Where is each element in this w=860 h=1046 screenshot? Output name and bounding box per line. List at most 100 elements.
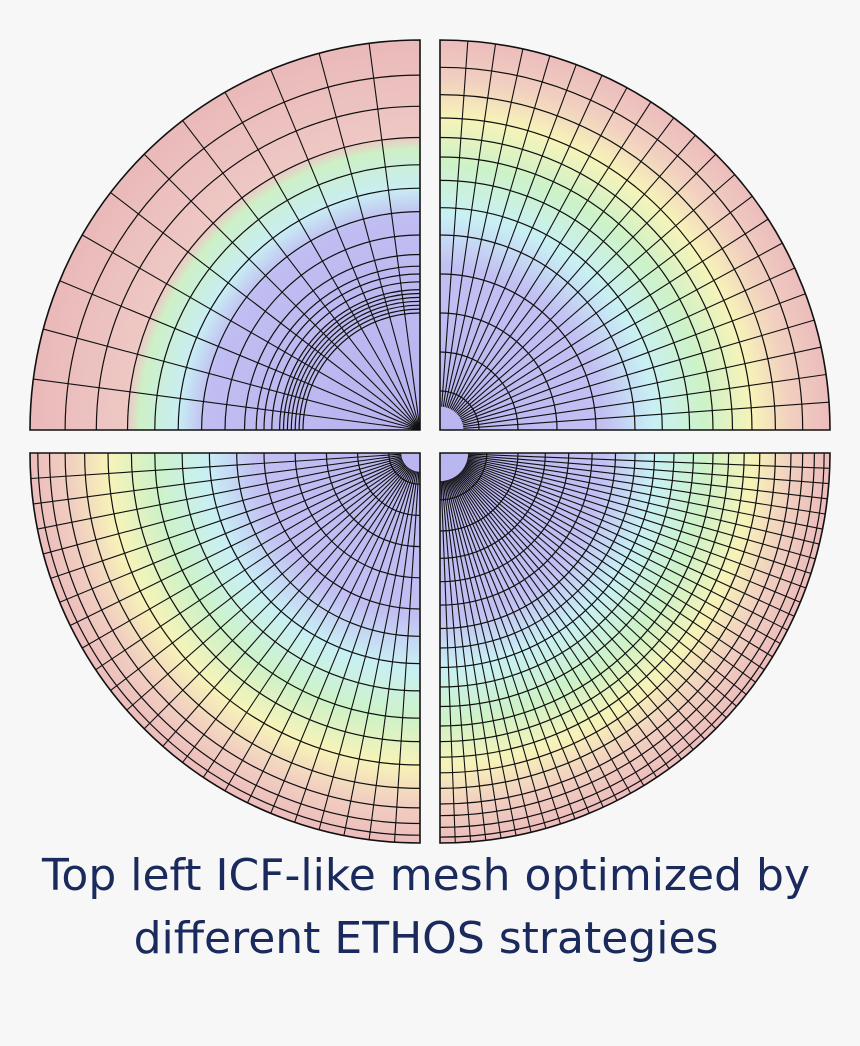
- mesh-spoke: [461, 469, 747, 695]
- caption-line: different ETHOS strategies: [134, 913, 719, 964]
- mesh-spoke: [468, 453, 830, 469]
- mesh-spoke: [459, 472, 717, 730]
- mesh-spoke: [463, 373, 827, 428]
- quadrant-outline: [439, 39, 831, 431]
- mesh-spoke: [81, 234, 421, 431]
- mesh-figure: [29, 39, 831, 844]
- mesh-spoke: [444, 480, 517, 836]
- mesh-spoke: [460, 242, 783, 420]
- mesh-spoke: [59, 459, 403, 603]
- mesh-spoke: [449, 479, 576, 820]
- mesh-spoke: [182, 120, 421, 431]
- mesh-spoke: [456, 475, 670, 769]
- quadrant-outline: [439, 452, 831, 844]
- mesh-spoke: [467, 455, 828, 500]
- mesh-spoke: [466, 460, 816, 560]
- mesh-spoke: [467, 454, 829, 485]
- mesh-quadrant: [29, 452, 421, 844]
- mesh-spoke: [451, 478, 604, 808]
- mesh-spoke: [43, 457, 403, 555]
- mesh-spoke: [446, 480, 532, 833]
- mesh-spoke: [126, 464, 407, 711]
- mesh-spoke: [441, 40, 469, 407]
- mesh-spoke: [50, 458, 403, 579]
- mesh-spoke: [464, 465, 788, 631]
- mesh-spoke: [462, 346, 822, 426]
- mesh-spoke: [461, 293, 806, 423]
- mesh-spoke: [463, 468, 765, 671]
- mesh-spoke: [270, 69, 421, 431]
- mesh-spoke: [463, 467, 773, 658]
- mesh-spoke: [467, 459, 820, 545]
- mesh-spoke: [462, 469, 756, 683]
- mesh-spoke: [368, 471, 419, 840]
- mesh-spoke: [447, 64, 577, 409]
- mesh-spoke: [457, 473, 694, 750]
- mesh-spoke: [452, 477, 618, 801]
- mesh-spoke: [442, 43, 497, 407]
- mesh-spoke: [294, 470, 415, 823]
- mesh-spoke: [440, 481, 456, 843]
- mesh-spoke: [442, 480, 487, 841]
- mesh-spoke: [33, 454, 402, 505]
- mesh-spoke: [466, 461, 812, 575]
- mesh-spoke: [224, 468, 412, 792]
- mesh-spoke: [393, 471, 420, 843]
- mesh-spoke: [459, 218, 769, 418]
- mesh-spoke: [454, 476, 645, 786]
- mesh-spoke: [465, 464, 795, 617]
- mesh-spoke: [455, 476, 658, 778]
- mesh-spoke: [447, 479, 547, 829]
- mesh-spoke: [30, 453, 402, 480]
- mesh-spoke: [467, 456, 826, 515]
- mesh-spoke: [450, 478, 590, 814]
- mesh-spoke: [444, 48, 524, 408]
- mesh-spoke: [182, 467, 410, 763]
- mesh-spoke: [466, 462, 807, 589]
- mesh-spoke: [457, 174, 736, 416]
- quadrant-outline: [29, 452, 421, 844]
- mesh-spoke: [453, 477, 632, 794]
- mesh-spoke: [456, 153, 717, 414]
- caption-line: Top left ICF-like mesh optimized by: [41, 850, 810, 901]
- mesh-spoke: [59, 280, 421, 431]
- mesh-quadrant: [439, 39, 831, 431]
- mesh-spoke: [456, 474, 682, 760]
- mesh-spoke: [462, 319, 815, 424]
- mesh-spoke: [463, 401, 830, 429]
- mesh-spoke: [449, 75, 603, 409]
- mesh-spoke: [343, 471, 417, 836]
- mesh-spoke: [454, 134, 696, 413]
- mesh-spoke: [318, 470, 416, 830]
- mesh-spoke: [467, 457, 823, 530]
- mesh-spoke: [43, 328, 421, 431]
- mesh-spoke: [460, 471, 727, 719]
- mesh-spoke: [110, 192, 421, 431]
- quadrant-outline: [29, 39, 421, 431]
- mesh-quadrant: [439, 452, 831, 844]
- mesh-spoke: [37, 456, 402, 530]
- mesh-spoke: [446, 55, 551, 408]
- mesh-spoke: [143, 465, 408, 730]
- mesh-spoke: [318, 53, 421, 431]
- mesh-spoke: [461, 267, 795, 421]
- mesh-spoke: [95, 462, 405, 671]
- mesh-spoke: [143, 153, 421, 431]
- mesh-spoke: [453, 117, 675, 412]
- mesh-spoke: [460, 470, 737, 707]
- mesh-spoke: [441, 480, 472, 842]
- mesh-spoke: [33, 378, 421, 431]
- mesh-spoke: [247, 469, 413, 804]
- mesh-spoke: [464, 466, 781, 645]
- mesh-spoke: [202, 468, 411, 778]
- mesh-spoke: [443, 480, 502, 839]
- mesh-spoke: [458, 473, 706, 740]
- mesh-spoke: [450, 87, 628, 410]
- mesh-spoke: [162, 466, 409, 747]
- mesh-spoke: [110, 463, 406, 691]
- mesh-spoke: [81, 461, 405, 649]
- mesh-spoke: [458, 195, 753, 417]
- mesh-spoke: [270, 470, 414, 814]
